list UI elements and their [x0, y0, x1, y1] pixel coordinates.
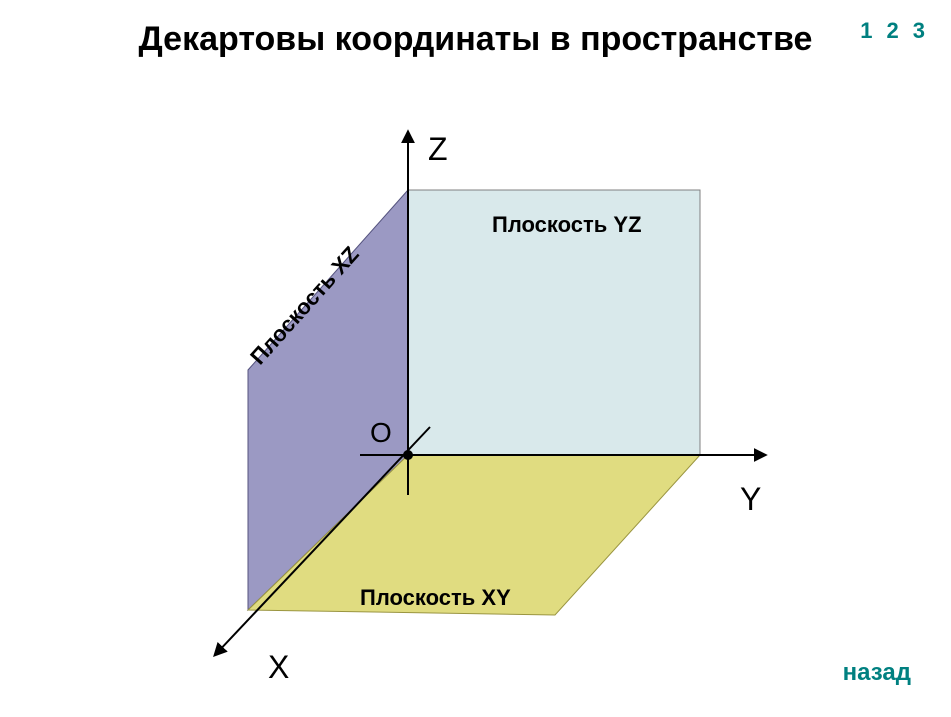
- back-link[interactable]: назад: [843, 659, 911, 687]
- axis-x-label: X: [268, 649, 289, 685]
- plane-yz-label: Плоскость YZ: [492, 212, 642, 237]
- origin-label: O: [370, 417, 392, 448]
- back-link-text: назад: [843, 659, 911, 686]
- axis-z-label: Z: [428, 131, 448, 167]
- origin-dot: [403, 450, 413, 460]
- plane-xy-label: Плоскость XY: [360, 585, 511, 610]
- page: Декартовы координаты в пространстве 1 2 …: [0, 0, 951, 717]
- axis-y-label: Y: [740, 481, 761, 517]
- coordinate-diagram: Плоскость YZ Плоскость XZ Плоскость XY Z…: [0, 0, 951, 717]
